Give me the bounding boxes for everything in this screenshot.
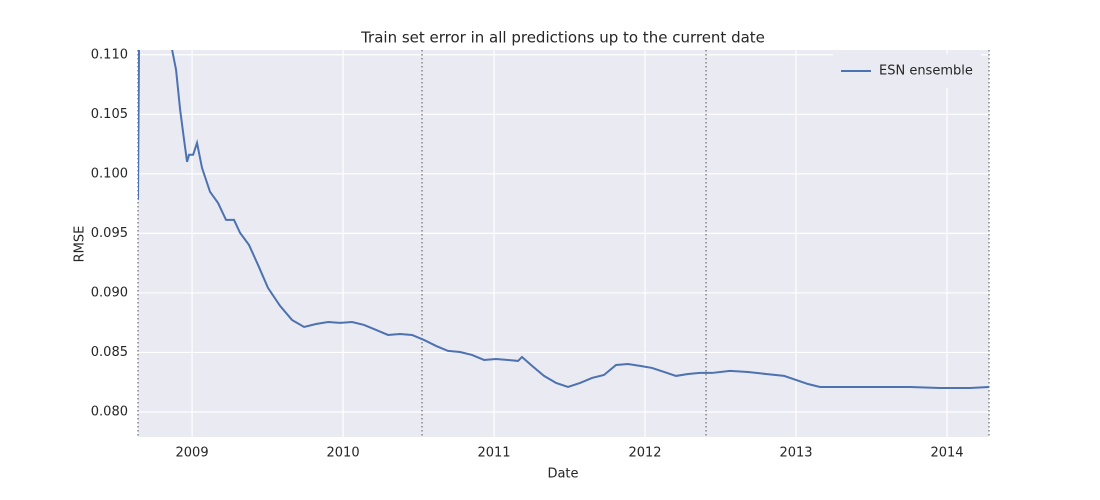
- y-tick-label: 0.095: [91, 226, 128, 241]
- data-line: [138, 50, 989, 389]
- y-tick-label: 0.080: [91, 404, 128, 419]
- y-tick-label: 0.105: [91, 107, 128, 122]
- x-axis-label: Date: [547, 467, 578, 482]
- legend-label: ESN ensemble: [879, 64, 973, 79]
- x-tick-label: 2012: [628, 446, 661, 461]
- y-tick-label: 0.110: [91, 47, 128, 62]
- x-tick-label: 2010: [327, 446, 360, 461]
- y-tick-label: 0.085: [91, 345, 128, 360]
- x-tick-label: 2014: [930, 446, 963, 461]
- plot-background: [138, 50, 989, 437]
- x-tick-label: 2013: [779, 446, 812, 461]
- x-tick-label: 2009: [176, 446, 209, 461]
- y-axis-label: RMSE: [73, 226, 88, 263]
- x-tick-label: 2011: [477, 446, 510, 461]
- y-tick-label: 0.100: [91, 166, 128, 181]
- y-tick-label: 0.090: [91, 285, 128, 300]
- chart-title: Train set error in all predictions up to…: [360, 29, 765, 47]
